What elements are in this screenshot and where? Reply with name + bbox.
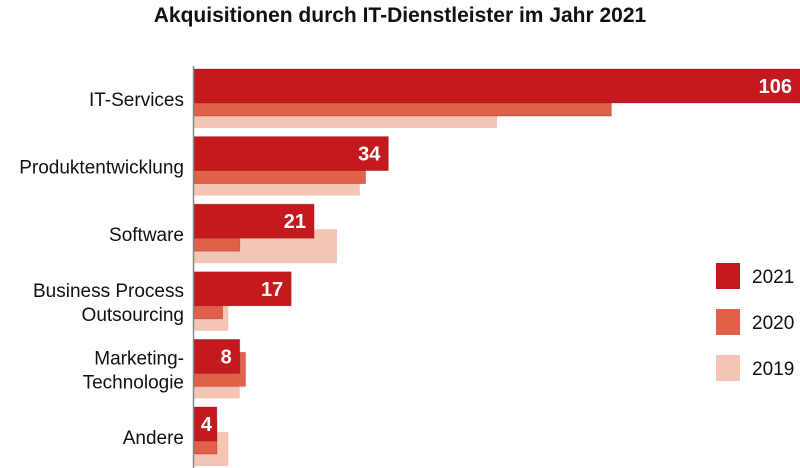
data-label-1: 34 [358, 144, 381, 166]
legend-swatch-2020 [716, 309, 740, 335]
bar-2021-2 [193, 203, 315, 239]
bar-2021-4 [193, 338, 241, 374]
category-labels: IT-Services Produktentwicklung Software Bus… [19, 90, 184, 449]
category-label-4: Marketing- [94, 348, 184, 369]
legend-label-2021: 2021 [752, 267, 794, 288]
bars-group: 106 34 21 17 8 4 [193, 68, 800, 466]
category-label-0: IT-Services [89, 90, 184, 111]
data-label-0: 106 [759, 76, 792, 98]
data-label-3: 17 [261, 279, 283, 301]
bar-2021-3 [193, 271, 292, 307]
bar-2021-1 [193, 136, 389, 172]
legend: 2021 2020 2019 [716, 263, 794, 381]
category-label-2: Software [109, 225, 184, 246]
category-label-1: Produktentwicklung [19, 158, 184, 179]
category-label-3: Outsourcing [82, 305, 184, 326]
legend-swatch-2021 [716, 263, 740, 289]
legend-label-2019: 2019 [752, 359, 794, 380]
legend-swatch-2019 [716, 355, 740, 381]
legend-label-2020: 2020 [752, 313, 794, 334]
category-label-3: Business Process [33, 281, 184, 302]
bar-2021-0 [193, 68, 800, 104]
data-label-4: 8 [221, 346, 232, 368]
chart-title: Akquisitionen durch IT-Dienstleister im … [154, 4, 647, 27]
category-label-5: Andere [123, 428, 184, 449]
category-label-4: Technologie [83, 372, 184, 393]
data-label-5: 4 [201, 414, 213, 436]
data-label-2: 21 [284, 211, 306, 233]
